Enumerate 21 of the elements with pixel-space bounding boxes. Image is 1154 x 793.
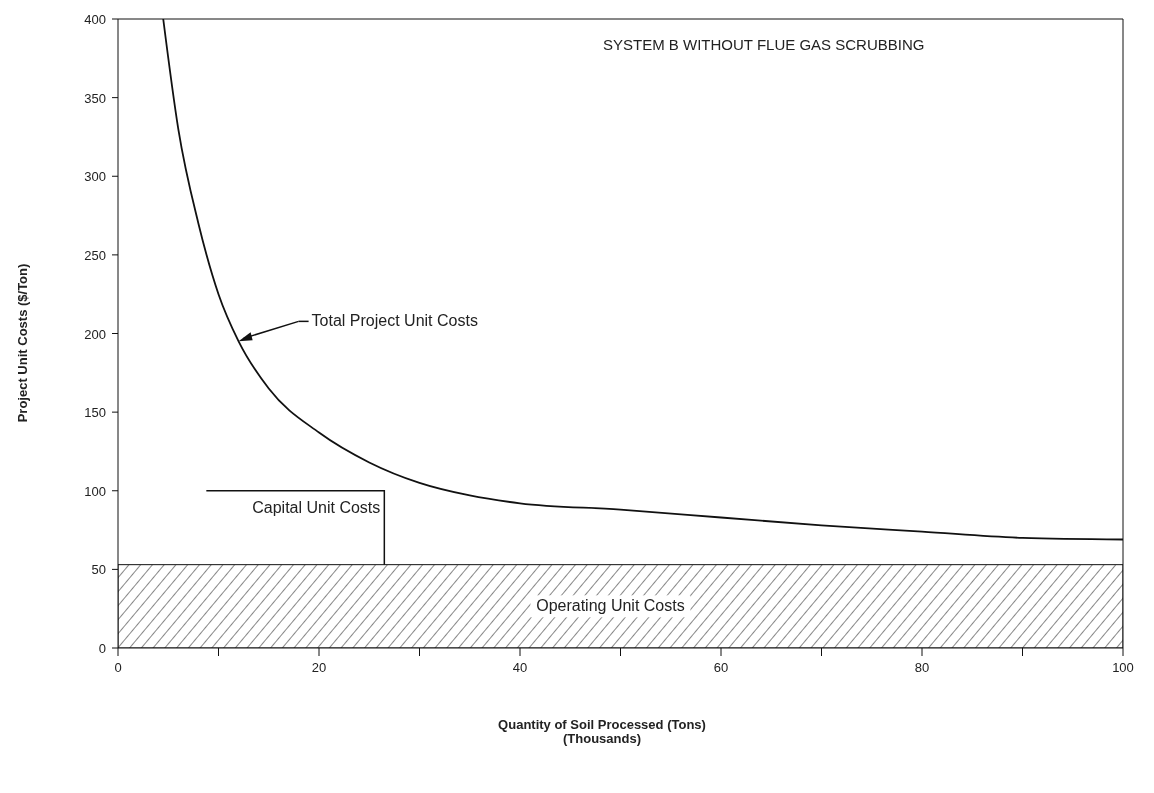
band-label: Operating Unit Costs — [536, 597, 685, 615]
y-tick-label: 0 — [98, 641, 106, 656]
x-tick-label: 100 — [1112, 660, 1134, 675]
y-tick-label: 150 — [84, 405, 106, 421]
x-tick-label: 20 — [311, 660, 327, 675]
y-tick-label: 250 — [84, 247, 106, 263]
x-tick-label: 80 — [914, 660, 930, 675]
y-tick-label: 50 — [91, 562, 106, 578]
y-tick-label: 400 — [84, 12, 106, 27]
y-tick-label: 350 — [84, 90, 106, 106]
x-tick-label: 0 — [114, 660, 122, 675]
y-tick-label: 300 — [84, 169, 106, 185]
text: SYSTEM B WITHOUT FLUE GAS SCRUBBING — [603, 36, 925, 53]
annotation: Capital Unit Costs — [252, 498, 381, 516]
x-tick-label: 40 — [512, 660, 528, 675]
y-axis-title: Project Unit Costs ($/Ton) — [14, 263, 30, 423]
annotation: Total Project Unit Costs — [311, 312, 478, 330]
x-axis-title: Quantity of Soil Processed (Tons) (Thousands) — [497, 717, 707, 747]
y-tick-label: 100 — [84, 483, 106, 499]
y-tick-label: 200 — [84, 326, 106, 342]
x-tick-label: 60 — [713, 660, 729, 675]
